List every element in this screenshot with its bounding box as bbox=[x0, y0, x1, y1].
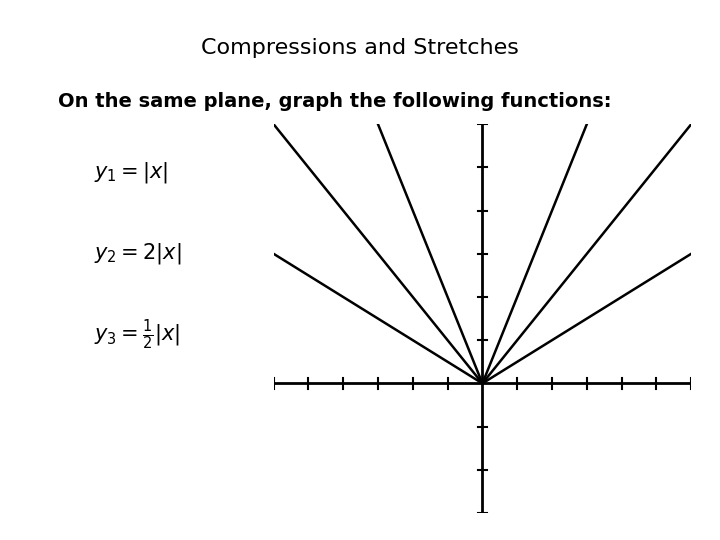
Text: Compressions and Stretches: Compressions and Stretches bbox=[201, 38, 519, 58]
Text: $y_3 = \frac{1}{2}|x|$: $y_3 = \frac{1}{2}|x|$ bbox=[94, 318, 180, 352]
Text: On the same plane, graph the following functions:: On the same plane, graph the following f… bbox=[58, 92, 611, 111]
Text: $y_1 = |x|$: $y_1 = |x|$ bbox=[94, 160, 168, 185]
Text: $y_2 = 2|x|$: $y_2 = 2|x|$ bbox=[94, 241, 181, 266]
